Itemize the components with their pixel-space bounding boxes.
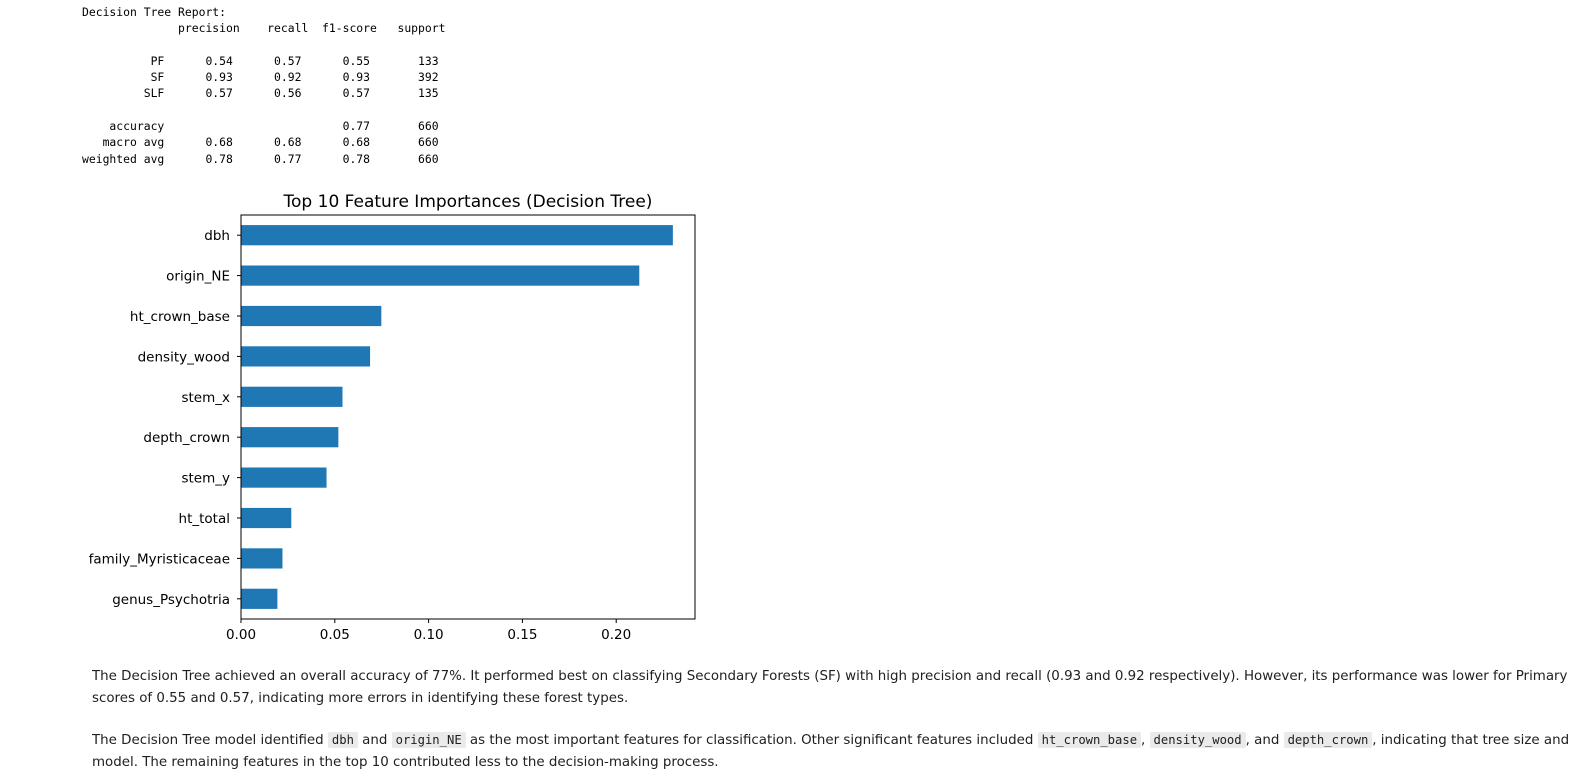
- axes-frame: [240, 214, 696, 620]
- x-tick-label: 0.20: [601, 627, 631, 643]
- chart-title: Top 10 Feature Importances (Decision Tre…: [283, 192, 653, 212]
- y-tick-label: depth_crown: [143, 430, 230, 446]
- bar-family_Myristicaceae: [241, 548, 283, 569]
- bar-stem_x: [241, 386, 343, 407]
- bar-depth_crown: [241, 427, 339, 448]
- bar-genus_Psychotria: [241, 588, 278, 609]
- y-tick-label: family_Myristicaceae: [89, 551, 230, 567]
- paragraph-text: The Decision Tree model identified: [92, 733, 328, 748]
- bar-origin_NE: [241, 265, 640, 286]
- x-tick-label: 0.10: [414, 627, 444, 643]
- y-tick-label: genus_Psychotria: [112, 592, 230, 608]
- paragraph-text: scores of 0.55 and 0.57, indicating more…: [92, 691, 629, 706]
- classification-report: Decision Tree Report: precision recall f…: [82, 5, 446, 166]
- bar-density_wood: [241, 346, 371, 367]
- y-tick-label: stem_y: [181, 471, 230, 487]
- y-tick-label: stem_x: [181, 390, 230, 406]
- feature-importance-chart: Top 10 Feature Importances (Decision Tre…: [89, 192, 696, 643]
- inline-code: ht_crown_base: [1037, 732, 1142, 748]
- y-tick-label: density_wood: [138, 349, 230, 365]
- paragraph-text: ,: [1141, 733, 1150, 748]
- paragraph-text: , and: [1245, 733, 1284, 748]
- inline-code: density_wood: [1149, 732, 1246, 748]
- y-tick-label: ht_crown_base: [130, 309, 230, 325]
- accuracy-summary-paragraph: The Decision Tree achieved an overall ac…: [92, 666, 1569, 710]
- x-tick-label: 0.15: [507, 627, 537, 643]
- x-tick-label: 0.00: [226, 627, 256, 643]
- bar-dbh: [241, 225, 673, 246]
- paragraph-text: model. The remaining features in the top…: [92, 755, 719, 770]
- inline-code: origin_NE: [391, 732, 466, 748]
- bar-ht_crown_base: [241, 305, 382, 327]
- inline-code: dbh: [327, 732, 358, 748]
- y-tick-label: ht_total: [179, 511, 230, 527]
- bar-ht_total: [241, 507, 292, 529]
- y-tick-label: dbh: [204, 228, 230, 244]
- paragraph-text: , indicating that tree size and location…: [1372, 733, 1569, 748]
- paragraph-text: The Decision Tree achieved an overall ac…: [92, 669, 1569, 684]
- paragraph-text: and: [357, 733, 392, 748]
- paragraph-text: as the most important features for class…: [465, 733, 1038, 748]
- y-tick-label: origin_NE: [166, 269, 230, 285]
- feature-summary-paragraph: The Decision Tree model identified dbh a…: [92, 729, 1569, 774]
- x-tick-label: 0.05: [320, 627, 350, 643]
- bar-stem_y: [241, 467, 327, 488]
- inline-code: depth_crown: [1283, 732, 1373, 748]
